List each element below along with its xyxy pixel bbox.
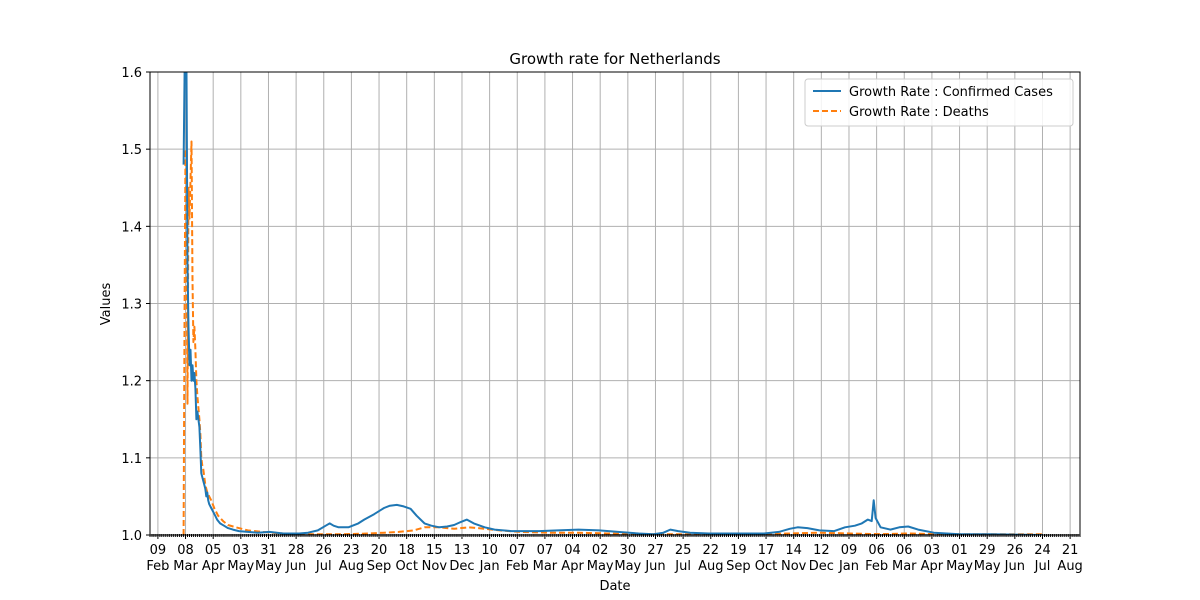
x-tick-day: 06 xyxy=(868,543,885,558)
x-tick-month: May xyxy=(255,559,282,574)
legend-label-deaths: Growth Rate : Deaths xyxy=(849,105,989,120)
x-tick-day: 30 xyxy=(620,543,637,558)
x-tick-day: 18 xyxy=(398,543,415,558)
x-tick-day: 23 xyxy=(343,543,360,558)
x-tick-day: 17 xyxy=(758,543,775,558)
x-tick-month: May xyxy=(614,559,641,574)
x-tick-month: Jul xyxy=(674,559,691,574)
x-tick-day: 03 xyxy=(233,543,250,558)
x-tick-month: Apr xyxy=(202,559,225,574)
x-tick-month: May xyxy=(587,559,614,574)
x-tick-month: May xyxy=(974,559,1001,574)
x-tick-day: 09 xyxy=(841,543,858,558)
x-tick-day: 08 xyxy=(177,543,194,558)
series-line-confirmed-cases xyxy=(182,72,1043,535)
x-tick-day: 10 xyxy=(481,543,498,558)
legend: Growth Rate : Confirmed Cases Growth Rat… xyxy=(804,78,1074,127)
x-tick-month: Apr xyxy=(921,559,944,574)
x-tick-month: Oct xyxy=(755,559,777,574)
x-axis: 09Feb08Mar05Apr03May31May28Jun26Jul23Aug… xyxy=(146,534,1083,574)
x-tick-month: Mar xyxy=(892,559,917,574)
x-tick-day: 31 xyxy=(260,543,277,558)
x-tick-day: 03 xyxy=(924,543,941,558)
legend-box xyxy=(804,78,1074,127)
series-line-deaths xyxy=(182,140,1043,535)
x-tick-month: Sep xyxy=(726,559,751,574)
x-tick-day: 21 xyxy=(1062,543,1079,558)
x-tick-month: Mar xyxy=(533,559,558,574)
x-tick-month: Feb xyxy=(865,559,888,574)
x-tick-month: Sep xyxy=(367,559,392,574)
x-tick-day: 04 xyxy=(564,543,581,558)
x-tick-day: 06 xyxy=(896,543,913,558)
x-tick-month: May xyxy=(227,559,254,574)
x-tick-day: 02 xyxy=(592,543,609,558)
x-axis-label: Date xyxy=(599,579,630,594)
x-tick-month: Nov xyxy=(781,559,807,574)
x-tick-day: 29 xyxy=(979,543,996,558)
x-tick-month: Feb xyxy=(146,559,169,574)
x-tick-day: 22 xyxy=(702,543,719,558)
x-tick-day: 12 xyxy=(813,543,830,558)
x-tick-month: Dec xyxy=(449,559,474,574)
x-tick-day: 09 xyxy=(150,543,167,558)
x-tick-day: 28 xyxy=(288,543,305,558)
x-tick-day: 14 xyxy=(785,543,802,558)
grid xyxy=(150,71,1080,536)
x-tick-month: Jul xyxy=(1034,559,1051,574)
x-tick-day: 07 xyxy=(537,543,554,558)
x-tick-day: 07 xyxy=(509,543,526,558)
x-tick-month: Jun xyxy=(644,559,665,574)
x-tick-day: 13 xyxy=(454,543,471,558)
legend-label-confirmed: Growth Rate : Confirmed Cases xyxy=(849,85,1053,100)
x-tick-day: 05 xyxy=(205,543,222,558)
x-tick-day: 20 xyxy=(371,543,388,558)
x-tick-day: 26 xyxy=(1007,543,1024,558)
y-tick-label: 1.5 xyxy=(121,143,142,158)
series-layer xyxy=(182,72,1043,535)
y-tick-label: 1.0 xyxy=(121,529,142,544)
x-tick-month: Jul xyxy=(315,559,332,574)
x-tick-day: 26 xyxy=(315,543,332,558)
y-axis: 1.0 1.1 1.2 1.3 1.4 1.5 1.6 xyxy=(121,66,150,544)
x-tick-month: Mar xyxy=(173,559,198,574)
x-tick-month: Jun xyxy=(285,559,306,574)
x-tick-month: Aug xyxy=(339,559,364,574)
x-minor-ticks xyxy=(149,534,1081,537)
x-tick-month: Feb xyxy=(506,559,529,574)
x-tick-day: 15 xyxy=(426,543,443,558)
x-tick-month: Aug xyxy=(698,559,723,574)
x-tick-month: Jan xyxy=(838,559,859,574)
y-axis-label: Values xyxy=(99,283,114,326)
x-tick-month: Nov xyxy=(422,559,448,574)
y-tick-label: 1.1 xyxy=(121,452,142,467)
x-tick-day: 01 xyxy=(951,543,968,558)
x-tick-day: 24 xyxy=(1034,543,1051,558)
y-tick-label: 1.4 xyxy=(121,220,142,235)
x-tick-month: Dec xyxy=(809,559,834,574)
x-tick-month: Jun xyxy=(1004,559,1025,574)
y-tick-label: 1.3 xyxy=(121,298,142,313)
y-tick-label: 1.6 xyxy=(121,66,142,81)
chart-title: Growth rate for Netherlands xyxy=(509,50,720,68)
x-tick-day: 27 xyxy=(647,543,664,558)
x-tick-month: Apr xyxy=(561,559,584,574)
x-tick-day: 25 xyxy=(675,543,692,558)
x-tick-month: May xyxy=(946,559,973,574)
y-tick-label: 1.2 xyxy=(121,375,142,390)
x-tick-month: Oct xyxy=(395,559,417,574)
x-tick-month: Jan xyxy=(479,559,500,574)
x-tick-month: Aug xyxy=(1057,559,1082,574)
x-tick-day: 19 xyxy=(730,543,747,558)
